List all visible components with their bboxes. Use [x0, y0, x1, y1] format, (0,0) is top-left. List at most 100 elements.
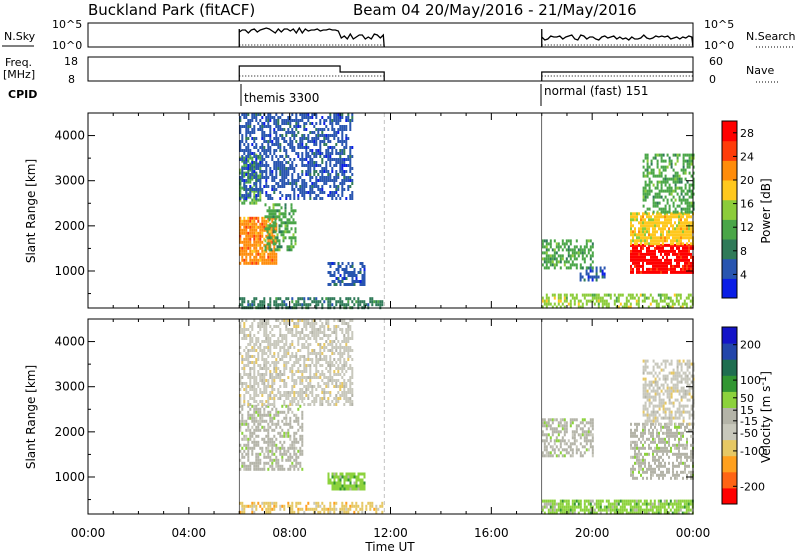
scatter-cell	[315, 388, 318, 391]
scatter-cell	[253, 303, 256, 307]
scatter-cell	[249, 195, 252, 199]
colorbar-tick-label: 12	[740, 221, 754, 234]
scatter-cell	[243, 201, 246, 205]
scatter-cell	[333, 364, 336, 367]
scatter-cell	[279, 170, 282, 173]
scatter-cell	[339, 367, 342, 370]
scatter-cell	[255, 404, 258, 408]
scatter-cell	[652, 227, 654, 231]
scatter-cell	[253, 388, 256, 391]
scatter-cell	[239, 382, 242, 385]
scatter-cell	[279, 431, 282, 435]
scatter-cell	[249, 225, 252, 229]
scatter-cell	[333, 352, 336, 355]
scatter-cell	[265, 337, 268, 340]
scatter-cell	[551, 305, 554, 309]
scatter-cell	[315, 361, 318, 364]
scatter-cell	[315, 140, 318, 143]
scatter-cell	[291, 510, 294, 514]
scatter-cell	[349, 400, 352, 403]
scatter-cell	[282, 230, 285, 234]
scatter-cell	[571, 251, 574, 255]
scatter-cell	[335, 170, 338, 173]
scatter-cell	[687, 293, 690, 297]
scatter-cell	[682, 227, 684, 231]
scatter-cell	[658, 224, 660, 228]
scatter-cell	[289, 394, 292, 397]
scatter-cell	[267, 449, 270, 453]
scatter-cell	[339, 478, 342, 482]
scatter-cell	[347, 388, 350, 391]
scatter-cell	[630, 227, 632, 231]
scatter-cell	[251, 164, 254, 167]
scatter-cell	[259, 192, 262, 196]
scatter-cell	[660, 183, 663, 187]
scatter-cell	[283, 158, 286, 161]
scatter-cell	[653, 511, 656, 515]
scatter-cell	[281, 303, 284, 307]
scatter-cell	[247, 225, 250, 229]
scatter-cell	[269, 394, 272, 397]
scatter-cell	[315, 149, 318, 152]
scatter-cell	[648, 252, 650, 256]
scatter-cell	[644, 218, 646, 222]
scatter-cell	[319, 179, 322, 182]
scatter-cell	[243, 367, 246, 370]
scatter-cell	[325, 137, 328, 140]
scatter-cell	[690, 267, 692, 271]
scatter-cell	[243, 370, 246, 373]
scatter-cell	[249, 216, 252, 220]
scatter-cell	[547, 424, 550, 428]
scatter-cell	[601, 305, 604, 309]
scatter-cell	[642, 252, 644, 256]
scatter-cell	[686, 221, 688, 225]
scatter-cell	[327, 128, 330, 131]
scatter-cell	[261, 219, 264, 223]
scatter-cell	[611, 505, 614, 509]
scatter-cell	[293, 355, 296, 358]
scatter-cell	[301, 328, 304, 331]
scatter-cell	[650, 168, 653, 172]
scatter-cell	[309, 331, 312, 334]
scatter-cell	[245, 134, 248, 137]
scatter-cell	[266, 224, 269, 228]
scatter-cell	[265, 322, 268, 325]
scatter-cell	[301, 113, 304, 116]
scatter-cell	[263, 361, 266, 364]
scatter-cell	[543, 439, 546, 443]
scatter-cell	[303, 297, 306, 301]
scatter-cell	[323, 358, 326, 361]
scatter-cell	[682, 230, 684, 234]
scatter-cell	[654, 255, 656, 259]
scatter-cell	[333, 182, 336, 185]
scatter-cell	[279, 346, 282, 349]
scatter-cell	[559, 430, 562, 434]
scatter-cell	[621, 502, 624, 506]
scatter-cell	[327, 507, 330, 511]
scatter-cell	[656, 246, 658, 250]
scatter-cell	[692, 153, 695, 157]
scatter-cell	[289, 437, 292, 441]
scatter-cell	[563, 260, 566, 264]
scatter-cell	[646, 227, 648, 231]
scatter-cell	[261, 382, 264, 385]
scatter-cell	[682, 195, 685, 199]
scatter-cell	[630, 267, 632, 271]
scatter-cell	[285, 167, 288, 170]
scatter-cell	[243, 358, 246, 361]
scatter-cell	[595, 299, 598, 303]
scatter-cell	[245, 243, 248, 247]
scatter-cell	[279, 349, 282, 352]
scatter-cell	[339, 382, 342, 385]
scatter-cell	[309, 303, 312, 307]
scatter-cell	[639, 508, 642, 512]
scatter-cell	[545, 251, 548, 255]
scatter-cell	[265, 346, 268, 349]
scatter-cell	[257, 258, 260, 262]
scatter-cell	[672, 236, 674, 240]
scatter-cell	[631, 511, 634, 515]
scatter-cell	[283, 422, 286, 426]
scatter-cell	[295, 116, 298, 119]
scatter-cell	[321, 391, 324, 394]
scatter-cell	[291, 319, 294, 322]
